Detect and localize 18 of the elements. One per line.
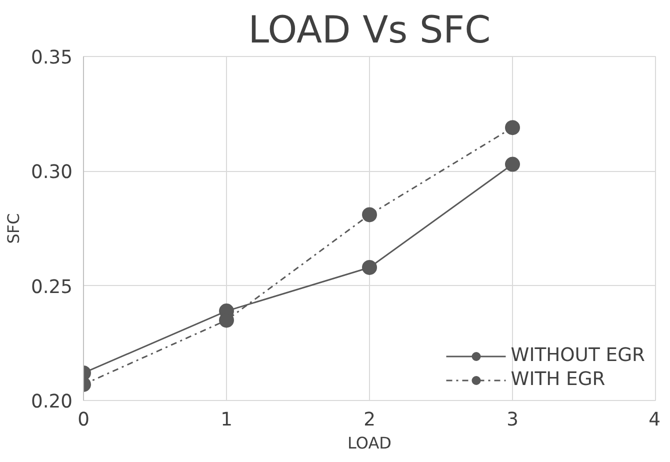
x-tick-label: 3 [506,410,518,430]
legend-label: WITHOUT EGR [510,345,645,366]
x-tick-label: 0 [78,410,90,430]
y-tick-label: 0.30 [30,162,73,184]
point [505,120,520,136]
chart-title: LOAD Vs SFC [248,8,491,52]
point [362,207,377,222]
y-tick-label: 0.20 [30,392,73,412]
x-axis-title: LOAD [348,434,392,452]
y-tick-label: 0.35 [30,48,73,68]
point [505,156,520,172]
legend-label: WITH EGR [510,369,606,390]
x-tick-label: 1 [220,410,232,430]
point [362,260,377,275]
x-tick-label: 4 [648,410,661,430]
y-axis-title: SFC [4,213,23,244]
y-tick-label: 0.25 [30,276,73,298]
x-tick-label: 2 [364,410,376,430]
